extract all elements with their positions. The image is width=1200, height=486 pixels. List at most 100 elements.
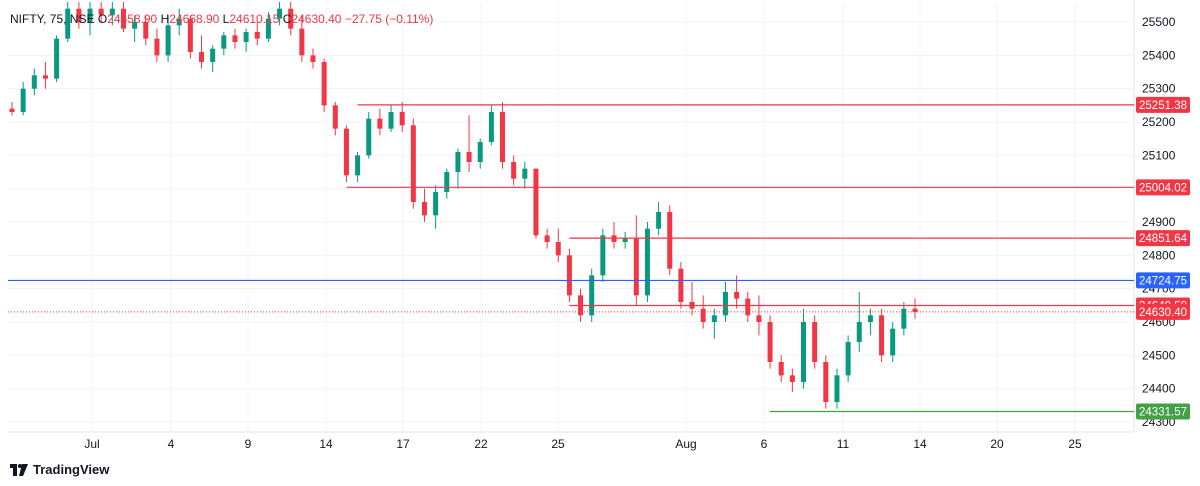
candle-body (644, 228, 650, 296)
candle-body (722, 292, 728, 316)
candle-body (332, 105, 338, 129)
candle-body (232, 35, 238, 42)
candle-body (890, 328, 896, 356)
x-tick-label: 11 (837, 437, 850, 451)
price-label-text: 24331.57 (1139, 406, 1187, 418)
candle-body (154, 38, 160, 56)
candle-body (54, 38, 60, 79)
candle-body (466, 152, 472, 162)
price-label-box (1136, 303, 1190, 320)
candle-body (801, 322, 807, 382)
y-tick-label: 24500 (1142, 348, 1176, 362)
candle-body (633, 238, 639, 296)
candle-body (210, 48, 216, 62)
candle-body (901, 308, 907, 329)
candle-body (700, 308, 706, 322)
price-label-box (1136, 272, 1190, 289)
candle-body (856, 322, 862, 342)
candle-body (31, 75, 37, 89)
price-label-box (1136, 96, 1190, 113)
candle-body (120, 8, 126, 29)
candle-body (834, 375, 840, 402)
x-tick-label: 4 (168, 437, 175, 451)
candle-body (656, 212, 662, 229)
candle-body (778, 362, 784, 376)
candle-body (455, 152, 461, 172)
candle-body (9, 108, 15, 112)
candle-body (265, 18, 271, 39)
price-label-box (1136, 403, 1190, 420)
candle-body (823, 362, 829, 402)
candle-body (433, 192, 439, 216)
candle-body (277, 8, 283, 19)
x-tick-label: Jul (84, 437, 99, 451)
x-tick-label: 6 (761, 437, 768, 451)
candle-body (745, 298, 751, 316)
y-tick-label: 25200 (1142, 115, 1176, 129)
y-tick-label: 24800 (1142, 248, 1176, 262)
brand-name: TradingView (33, 462, 110, 477)
price-label-text: 24724.75 (1139, 275, 1187, 287)
candle-body (845, 342, 851, 376)
candle-body (355, 155, 361, 176)
candle-body (622, 238, 628, 242)
x-tick-label: 17 (396, 437, 410, 451)
candle-body (533, 168, 539, 236)
candle-body (711, 315, 717, 322)
candle-body (288, 8, 294, 29)
tradingview-logo-icon (10, 463, 28, 476)
tradingview-brand[interactable]: TradingView (10, 462, 109, 477)
candle-body (867, 315, 873, 322)
candle-body (734, 292, 740, 299)
x-tick-label: 20 (990, 437, 1004, 451)
candle-body (109, 8, 115, 16)
candle-body (366, 118, 372, 156)
candle-body (511, 162, 517, 179)
candle-body (767, 322, 773, 362)
x-tick-label: 25 (1068, 437, 1082, 451)
y-tick-label: 24900 (1142, 215, 1176, 229)
y-tick-label: 25500 (1142, 15, 1176, 29)
candle-body (299, 28, 305, 56)
candle-body (243, 32, 249, 42)
candle-body (756, 315, 762, 322)
candle-body (477, 142, 483, 162)
price-label-text: 24851.64 (1139, 233, 1188, 245)
candle-body (789, 375, 795, 382)
candle-body (165, 25, 171, 56)
candle-body (98, 8, 104, 16)
price-label-box (1136, 179, 1190, 196)
candle-body (410, 125, 416, 202)
candle-body (678, 268, 684, 302)
y-tick-label: 24400 (1142, 382, 1176, 396)
candle-body (421, 202, 427, 216)
candle-body (221, 35, 227, 49)
x-tick-label: 14 (319, 437, 333, 451)
candle-body (65, 8, 71, 39)
candle-body (321, 62, 327, 106)
candle-body (377, 118, 383, 129)
candle-body (566, 255, 572, 296)
candle-body (589, 275, 595, 316)
candle-body (879, 315, 885, 356)
x-tick-label: 9 (245, 437, 252, 451)
candle-body (76, 8, 82, 22)
candle-body (600, 235, 606, 276)
x-tick-label: Aug (675, 437, 696, 451)
candle-body (812, 322, 818, 362)
candle-body (522, 168, 528, 179)
candle-body (187, 18, 193, 53)
x-tick-label: 14 (913, 437, 927, 451)
candle-body (544, 235, 550, 242)
price-label-text: 24630.40 (1139, 307, 1187, 319)
candle-body (199, 52, 205, 62)
candle-body (555, 242, 561, 256)
y-tick-label: 25300 (1142, 82, 1176, 96)
candle-body (399, 112, 405, 126)
candle-body (444, 172, 450, 192)
candle-body (176, 18, 182, 26)
candle-body (20, 88, 26, 112)
candle-body (388, 112, 394, 129)
candle-body (42, 75, 48, 79)
